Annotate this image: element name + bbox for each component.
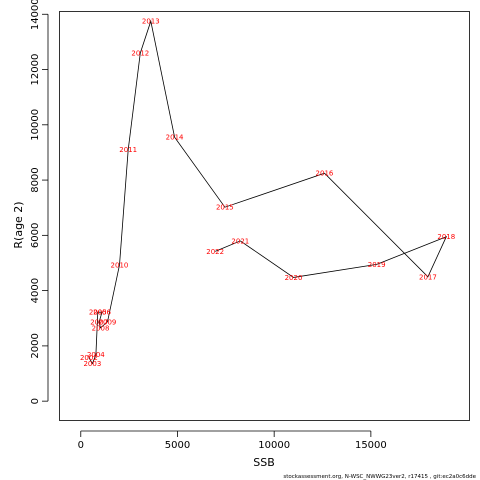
point-label: 2018 — [437, 233, 455, 241]
point-label: 2011 — [119, 146, 137, 154]
point-label: 2002 — [80, 354, 98, 362]
point-label: 2020 — [285, 274, 303, 282]
y-axis-title: R(age 2) — [12, 201, 25, 248]
point-label: 2008 — [92, 324, 110, 332]
series-line — [88, 19, 448, 365]
y-tick-label: 14000 — [30, 0, 41, 30]
y-tick-label: 2000 — [30, 333, 41, 358]
point-label: 2005 — [89, 309, 107, 317]
point-label: 2019 — [368, 261, 386, 269]
series-layer — [88, 19, 448, 365]
point-label: 2021 — [231, 237, 249, 245]
point-label: 2015 — [216, 204, 234, 212]
y-tick-label: 4000 — [30, 278, 41, 303]
plot-frame — [59, 11, 470, 421]
point-label: 2016 — [316, 170, 334, 178]
point-label: 2013 — [142, 18, 160, 26]
point-label: 2006 — [93, 309, 111, 317]
y-tick-label: 0 — [30, 398, 41, 404]
x-axis-title: SSB — [253, 456, 275, 469]
point-label: 2014 — [166, 134, 184, 142]
x-tick-label: 10000 — [258, 440, 290, 451]
y-tick-label: 8000 — [30, 167, 41, 192]
x-tick-label: 5000 — [165, 440, 190, 451]
point-label: 2017 — [419, 273, 437, 281]
point-label: 2003 — [83, 360, 101, 368]
point-label: 2010 — [111, 261, 129, 269]
point-label: 2004 — [87, 351, 105, 359]
footer-caption: stockassessment.org, N-WSC_NWWG23ver2, r… — [283, 474, 476, 480]
point-label: 2022 — [206, 248, 224, 256]
point-label: 2012 — [131, 49, 149, 57]
point-label: 2009 — [99, 318, 117, 326]
y-tick-label: 12000 — [30, 54, 41, 86]
x-tick-label: 15000 — [355, 440, 387, 451]
y-tick-label: 6000 — [30, 223, 41, 248]
y-tick-label: 10000 — [30, 109, 41, 141]
x-tick-label: 0 — [78, 440, 84, 451]
axes-layer: 0 5000 10000 15000 0 2000 4000 6000 8000 10000 120… — [30, 0, 470, 451]
point-label: 2007 — [90, 319, 108, 327]
